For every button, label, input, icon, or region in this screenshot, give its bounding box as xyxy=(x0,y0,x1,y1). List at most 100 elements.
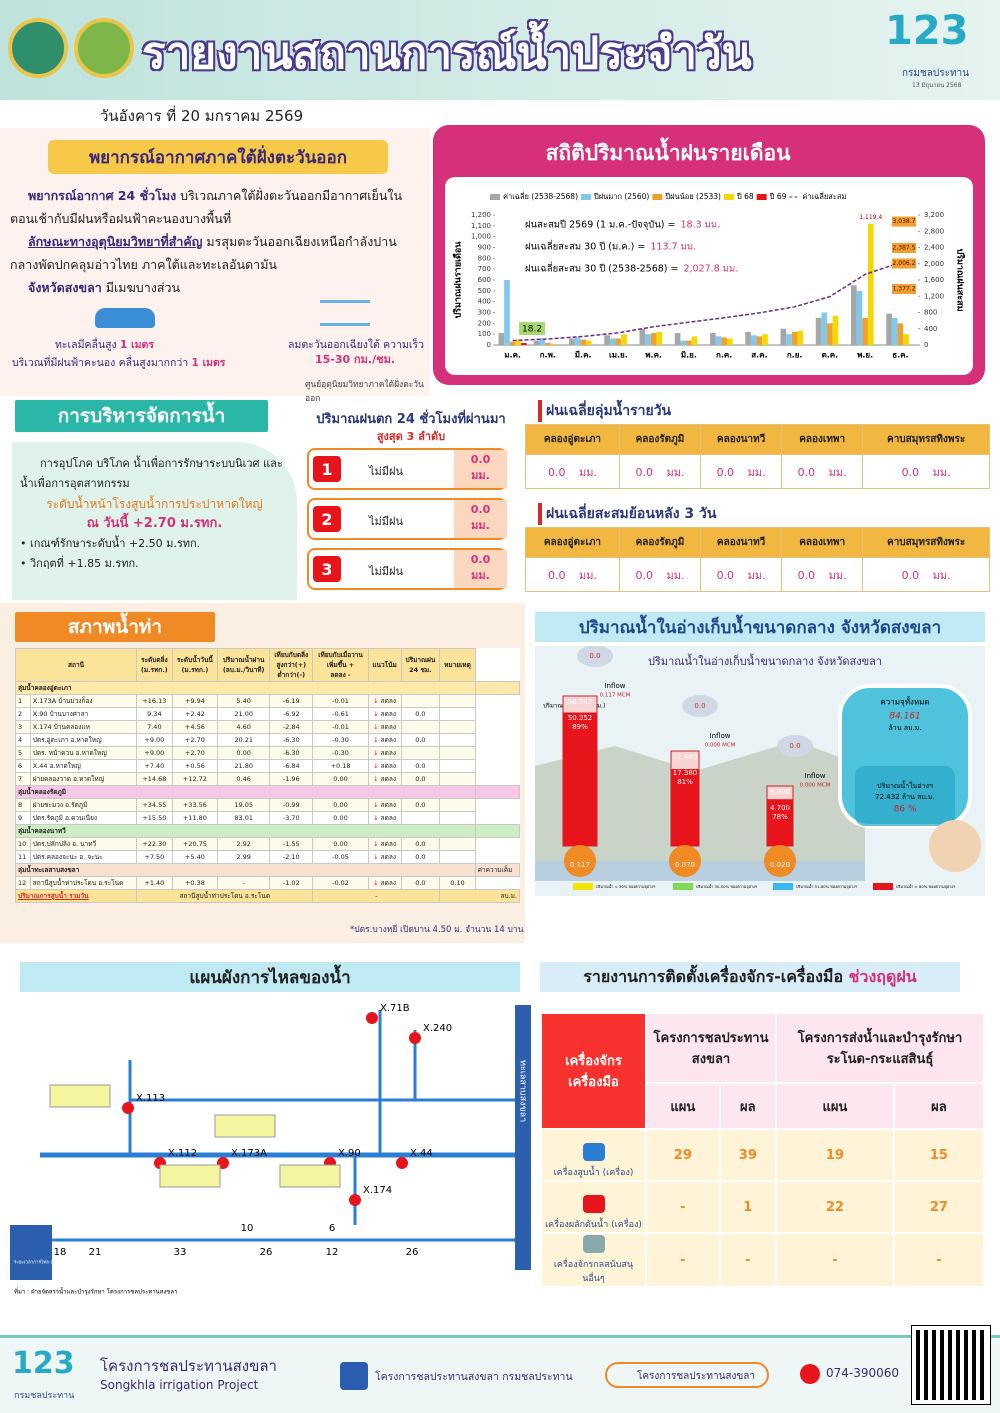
percent: 81% xyxy=(677,778,693,786)
cell-text: 2.99 xyxy=(236,853,251,861)
distance: 10 xyxy=(241,1223,254,1234)
station-label: X.112 xyxy=(168,1148,197,1159)
machine-name: เครื่องจักรกลสนับสนุนอื่นๆ xyxy=(540,1232,647,1288)
group-remark: ค่าความเค็ม xyxy=(474,863,521,877)
cell: 0.0 มม. xyxy=(862,557,990,592)
cell: -0.30 xyxy=(312,733,369,747)
cell: -0.02 xyxy=(312,876,369,890)
distance: 33 xyxy=(174,1247,187,1258)
chart-area xyxy=(445,177,973,375)
cell: 0.10 xyxy=(439,876,476,890)
column-head: สถานี xyxy=(14,648,138,682)
data-row: 2 X.90 บ้านบางศาลา 9.34 +2.42 21.00 -6.92 -0.6… xyxy=(15,707,520,721)
cell-text: 83.01 xyxy=(234,814,253,822)
label: พยากรณ์อากาศ 24 ชั่วโมง xyxy=(28,188,177,203)
cell-text: -6.92 xyxy=(282,710,300,718)
flow-title: แผนผังการไหลของน้ำ xyxy=(20,962,520,992)
machine-row: เครื่องผลักดันน้ำ (เครื่อง) -1 22 27 xyxy=(540,1180,986,1234)
cell: 0.0 xyxy=(400,850,441,864)
subhead: ผล xyxy=(892,1082,986,1130)
column-head: คลองเทพา xyxy=(781,424,864,455)
bar xyxy=(780,328,787,345)
logo-text: กรมชลประทาน xyxy=(902,68,970,79)
cell: 19.05 xyxy=(217,798,271,812)
y2-tick-label: 1,200 xyxy=(924,292,944,300)
bullet: • วิกฤตที่ +1.85 ม.รทก. xyxy=(20,557,139,570)
cell-text: 9.34 xyxy=(147,710,162,718)
cell: -2.84 xyxy=(269,720,314,734)
group-row: ลุ่มน้ำคลองนาทวี xyxy=(15,824,521,838)
data-row: 10 ปตร.ปลักปลิง อ. นาทวี +22.30 +20.75 2.92 -… xyxy=(15,837,520,851)
group-name: ลุ่มน้ำทะเลสาบสงขลา xyxy=(15,863,476,877)
cell: 3 xyxy=(15,720,31,734)
subhead: แผน xyxy=(645,1082,721,1130)
stored-label: ปริมาณน้ำในอ่างฯ xyxy=(877,779,933,790)
value: 0.0 xyxy=(797,465,816,479)
level-today: ณ วันนี้ +2.70 ม.รทก. xyxy=(86,516,223,531)
cell: ฝายชะมวง อ.รัตภูมิ xyxy=(29,798,138,812)
bar xyxy=(645,334,651,345)
cell: 0.0 xyxy=(400,772,441,786)
cell-text: 0.10 xyxy=(450,879,465,887)
bar xyxy=(621,334,627,345)
cell: 0.00 xyxy=(312,772,369,786)
inflow: 0.000 MCM xyxy=(705,743,736,749)
footer-logo-text: กรมชลประทาน xyxy=(14,1391,75,1401)
cell: 4 xyxy=(15,733,31,747)
unit: มม. xyxy=(747,465,766,479)
data-row: 4 ปตร.อู่ตะเภา อ.หาดใหญ่ +9.00 +2.70 20.21 -6… xyxy=(15,733,520,747)
head-line: 24 ชม. xyxy=(409,666,432,674)
trend-arrow: ↓ xyxy=(373,840,381,848)
cell-text: ลดลง xyxy=(380,879,397,887)
y2-tick-label: 400 xyxy=(924,325,937,333)
cell: 27 xyxy=(892,1180,986,1234)
value: 0.0 xyxy=(635,568,653,582)
logo-date: 13 มิถุนายน 2568 xyxy=(912,82,962,89)
cell-text: 0.00 xyxy=(333,801,348,809)
cell-text: +2.70 xyxy=(184,749,205,757)
bar xyxy=(721,337,727,345)
cell-text: ลดลง xyxy=(380,710,397,718)
cell: -0.99 xyxy=(269,798,314,812)
y-tick-label: 1,100 xyxy=(471,222,491,230)
cell-text: +1.40 xyxy=(144,879,165,887)
cloud xyxy=(577,646,613,667)
distance: 6 xyxy=(329,1223,335,1234)
column-head: คลองรัตภูมิ xyxy=(618,424,702,455)
reservoir-title: ปริมาณน้ำในอ่างเก็บน้ำขนาดกลาง จังหวัดสง… xyxy=(535,612,985,642)
cell-text: +2.70 xyxy=(184,736,205,744)
management-title: การบริหารจัดการน้ำ xyxy=(15,400,268,432)
cell-text: 8 xyxy=(18,801,23,809)
pump-cell: - xyxy=(312,889,441,903)
cell: ปตร.คลองจะนะ อ. จะนะ xyxy=(29,850,138,864)
bar xyxy=(897,323,904,345)
column-head: แนวโน้ม xyxy=(367,648,402,682)
cell: 10 xyxy=(15,837,31,851)
bar xyxy=(715,336,722,345)
header: รายงานสถานการณ์น้ำประจำวัน 123 กรมชลประท… xyxy=(0,0,1000,100)
cell-text: 0.0 xyxy=(415,736,426,744)
legend-label: ปี 69 xyxy=(769,192,787,201)
cell-text: ปตร.คลองจะนะ อ. จะนะ xyxy=(32,853,103,861)
machine-text: เครื่องสูบน้ำ (เครื่อง) xyxy=(553,1168,634,1178)
paragraph: ลักษณะทางอุตุนิยมวิทยาที่สำคัญ มรสุมตะวั… xyxy=(10,230,425,276)
cell-text: +4.56 xyxy=(184,723,205,731)
source: ที่มา : ฝ่ายจัดสรรน้ำและบำรุงรักษา โครงก… xyxy=(14,1286,178,1296)
cell: ปตร.ปลักปลิง อ. นาทวี xyxy=(29,837,138,851)
x-tick-label: ก.พ. xyxy=(540,351,556,360)
y2-tick-label: 3,200 xyxy=(924,211,944,219)
cell-text: -0.05 xyxy=(332,853,349,861)
cell: 2.99 xyxy=(217,850,271,864)
trend-arrow: ↓ xyxy=(373,814,381,822)
footer: 123 กรมชลประทาน โครงการชลประทานสงขลา Son… xyxy=(0,1325,1000,1413)
group-row: ลุ่มน้ำคลองอู่ตะเภา xyxy=(15,681,521,695)
bar xyxy=(815,317,822,345)
cell-text: +9.00 xyxy=(144,736,165,744)
end-label: 2,387.5 xyxy=(893,245,916,252)
bar xyxy=(756,336,763,345)
y2-label: ปริมาณฝนสะสม xyxy=(955,248,966,311)
phone: 074-390060 xyxy=(826,1366,900,1380)
bar xyxy=(862,317,868,345)
trend-arrow: ↓ xyxy=(373,762,381,770)
